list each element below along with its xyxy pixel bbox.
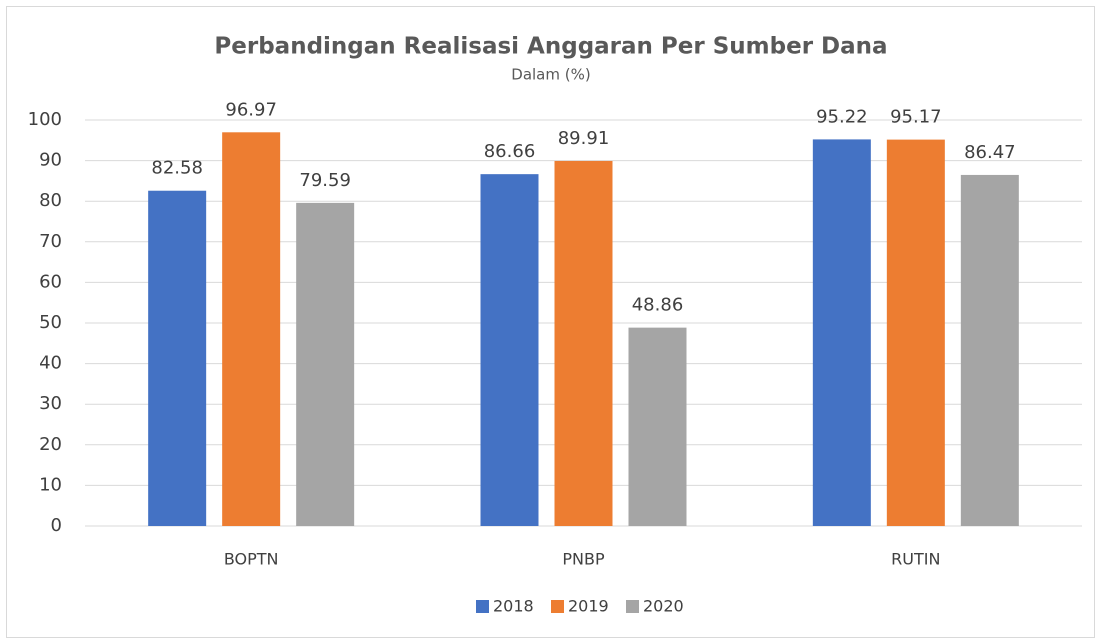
data-label: 86.47 — [964, 142, 1016, 163]
legend-swatch — [551, 600, 564, 613]
y-tick-label: 10 — [39, 474, 62, 495]
y-tick-label: 100 — [28, 109, 62, 130]
x-tick-label: PNBP — [562, 550, 605, 569]
bar — [886, 139, 945, 526]
legend-label: 2018 — [493, 597, 534, 616]
x-tick-label: BOPTN — [224, 550, 279, 569]
data-label: 95.17 — [890, 107, 942, 128]
legend-label: 2020 — [643, 597, 684, 616]
bar — [628, 327, 687, 526]
bar — [296, 202, 355, 526]
y-tick-label: 40 — [39, 353, 62, 374]
bar — [554, 160, 613, 526]
y-tick-label: 0 — [51, 515, 62, 536]
data-label: 96.97 — [225, 99, 277, 120]
bar — [222, 132, 281, 526]
data-label: 79.59 — [299, 170, 351, 191]
x-tick-label: RUTIN — [891, 550, 940, 569]
data-label: 89.91 — [558, 128, 610, 149]
legend-swatch — [626, 600, 639, 613]
data-label: 86.66 — [484, 141, 536, 162]
bar — [148, 190, 207, 526]
y-tick-label: 70 — [39, 231, 62, 252]
legend-swatch — [476, 600, 489, 613]
data-label: 48.86 — [632, 295, 684, 316]
y-tick-label: 80 — [39, 190, 62, 211]
y-tick-label: 60 — [39, 271, 62, 292]
data-label: 95.22 — [816, 106, 868, 127]
y-tick-label: 50 — [39, 312, 62, 333]
y-tick-label: 90 — [39, 150, 62, 171]
y-tick-label: 20 — [39, 434, 62, 455]
chart-subtitle: Dalam (%) — [511, 66, 590, 84]
legend-label: 2019 — [568, 597, 609, 616]
y-tick-label: 30 — [39, 393, 62, 414]
bar — [480, 174, 539, 526]
bar — [960, 174, 1019, 526]
chart-title: Perbandingan Realisasi Anggaran Per Sumb… — [214, 34, 887, 60]
bar — [812, 139, 871, 526]
data-label: 82.58 — [151, 158, 203, 179]
